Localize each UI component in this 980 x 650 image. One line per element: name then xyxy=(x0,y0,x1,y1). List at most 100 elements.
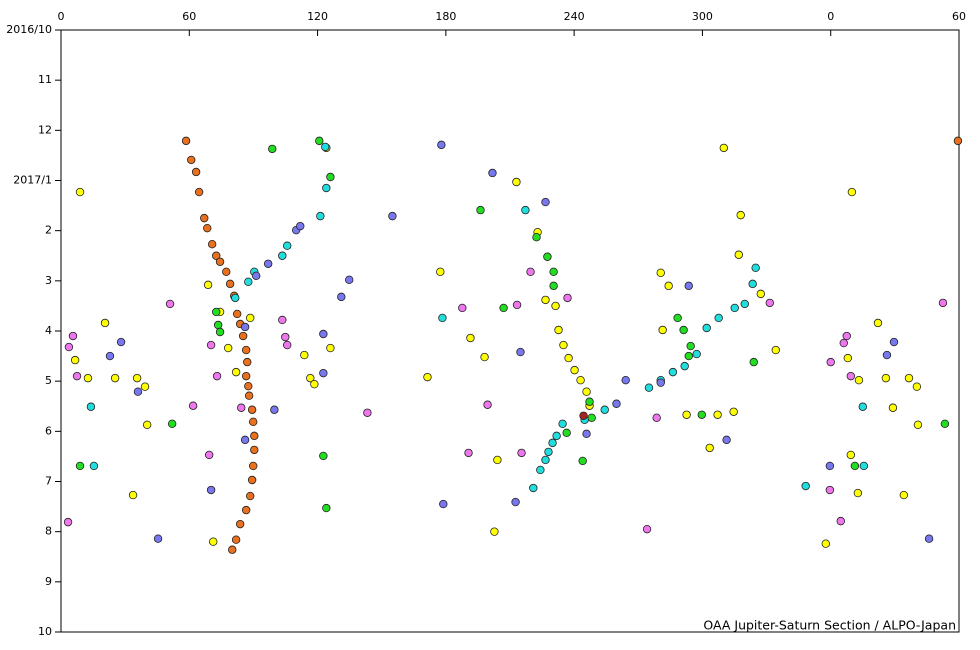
data-point xyxy=(558,419,567,429)
data-point xyxy=(843,353,853,363)
data-point xyxy=(194,187,204,197)
data-point xyxy=(326,172,335,182)
data-point xyxy=(600,405,609,414)
data-point xyxy=(889,337,899,347)
data-point xyxy=(480,352,489,362)
data-point xyxy=(319,368,328,378)
data-point xyxy=(296,221,305,231)
data-point xyxy=(859,461,869,471)
data-point xyxy=(270,405,279,414)
data-point xyxy=(225,279,235,289)
data-point xyxy=(75,187,85,197)
data-point xyxy=(938,298,948,308)
data-point xyxy=(281,332,290,342)
data-point xyxy=(953,136,963,146)
y-tick-label: 3 xyxy=(45,274,52,287)
y-tick-label: 4 xyxy=(45,324,52,337)
data-point xyxy=(526,267,535,277)
data-point xyxy=(882,350,892,360)
data-point xyxy=(75,461,85,471)
data-point xyxy=(423,372,432,382)
data-point xyxy=(243,357,252,367)
data-point xyxy=(842,331,851,341)
data-point xyxy=(679,325,688,335)
data-point xyxy=(564,353,573,363)
data-point xyxy=(200,213,209,223)
data-point xyxy=(232,309,242,319)
data-point xyxy=(582,387,591,396)
data-point xyxy=(142,420,152,430)
data-point xyxy=(888,403,898,412)
data-point xyxy=(165,299,175,309)
data-point xyxy=(517,448,526,458)
data-point xyxy=(839,338,848,348)
data-point xyxy=(642,524,652,534)
data-point xyxy=(541,455,550,465)
data-point xyxy=(644,383,654,392)
data-point xyxy=(250,445,259,455)
data-point xyxy=(532,232,541,242)
data-point xyxy=(686,341,695,351)
data-point xyxy=(249,417,258,427)
data-point xyxy=(215,327,225,337)
data-point xyxy=(105,351,115,361)
data-point xyxy=(246,313,255,323)
data-point xyxy=(521,205,530,215)
y-tick-label: 2017/1 xyxy=(13,174,52,187)
data-point xyxy=(476,205,485,215)
data-point xyxy=(241,345,251,355)
data-point xyxy=(439,499,448,509)
data-point xyxy=(237,403,246,412)
data-point xyxy=(128,490,138,500)
data-point xyxy=(684,281,693,291)
data-point xyxy=(516,347,525,357)
data-point xyxy=(238,331,248,341)
data-point xyxy=(63,517,73,527)
data-point xyxy=(483,400,492,409)
data-point xyxy=(846,371,856,381)
data-point xyxy=(562,428,571,438)
data-point xyxy=(579,411,588,420)
data-point xyxy=(68,331,78,341)
data-point xyxy=(873,318,883,328)
data-point xyxy=(231,367,241,377)
x-tick-label: 0 xyxy=(827,10,834,23)
data-point xyxy=(72,371,82,381)
data-point xyxy=(345,275,354,285)
data-point xyxy=(512,300,522,310)
data-point xyxy=(722,435,731,445)
data-point xyxy=(241,505,251,515)
data-point xyxy=(612,399,621,408)
data-point xyxy=(853,488,863,498)
data-point xyxy=(244,381,253,391)
data-point xyxy=(821,539,830,548)
data-point xyxy=(549,267,558,277)
data-point xyxy=(321,142,330,152)
data-point xyxy=(64,342,74,352)
data-point xyxy=(140,382,150,391)
data-point xyxy=(730,303,739,313)
data-point xyxy=(283,340,292,350)
data-point xyxy=(235,519,245,529)
data-point xyxy=(315,136,324,146)
data-point xyxy=(263,259,273,268)
data-point xyxy=(499,303,508,313)
data-point xyxy=(548,438,557,448)
x-tick-label: 180 xyxy=(435,10,456,23)
data-point xyxy=(223,343,233,353)
data-point xyxy=(854,375,864,385)
y-tick-label: 2016/10 xyxy=(6,23,52,36)
data-point xyxy=(680,361,689,371)
data-point xyxy=(656,378,665,387)
data-point xyxy=(322,183,331,193)
data-point xyxy=(188,401,198,410)
data-point xyxy=(247,475,257,485)
data-point xyxy=(110,373,120,383)
data-point xyxy=(278,315,287,325)
data-point xyxy=(756,289,765,299)
data-point xyxy=(692,349,701,359)
data-point xyxy=(228,545,237,554)
y-tick-label: 8 xyxy=(45,525,52,538)
data-point xyxy=(363,408,372,417)
data-point xyxy=(559,340,568,350)
